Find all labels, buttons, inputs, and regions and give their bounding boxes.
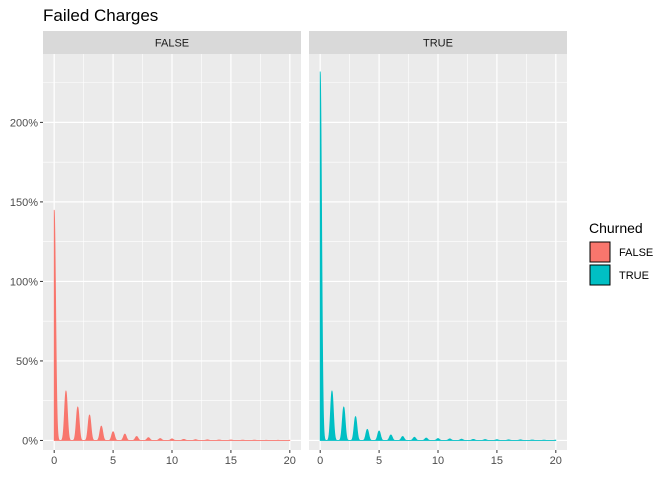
- facet-strip-label: TRUE: [423, 38, 453, 50]
- facet-strip-label: FALSE: [155, 38, 189, 50]
- y-tick-label: 0%: [22, 435, 38, 447]
- x-tick-label: 15: [491, 455, 503, 467]
- x-tick-label: 20: [550, 455, 562, 467]
- x-tick-label: 5: [376, 455, 382, 467]
- x-tick-label: 10: [166, 455, 178, 467]
- x-tick-label: 0: [51, 455, 57, 467]
- legend-label-true: TRUE: [619, 270, 649, 282]
- x-tick-label: 10: [432, 455, 444, 467]
- facet-panel-true: TRUE 0 5 10 15 20: [309, 31, 567, 467]
- legend-title: Churned: [589, 220, 643, 236]
- legend-label-false: FALSE: [619, 247, 653, 259]
- y-tick-label: 150%: [10, 197, 38, 209]
- y-tick-label: 100%: [10, 276, 38, 288]
- legend: Churned FALSE TRUE: [589, 220, 653, 285]
- x-tick-label: 20: [284, 455, 296, 467]
- x-tick-label: 0: [317, 455, 323, 467]
- x-tick-label: 5: [110, 455, 116, 467]
- legend-key-false: [590, 242, 610, 262]
- y-tick-label: 50%: [16, 356, 38, 368]
- legend-key-true: [590, 265, 610, 285]
- chart-title: Failed Charges: [43, 6, 158, 25]
- y-tick-label: 200%: [10, 117, 38, 129]
- x-tick-label: 15: [225, 455, 237, 467]
